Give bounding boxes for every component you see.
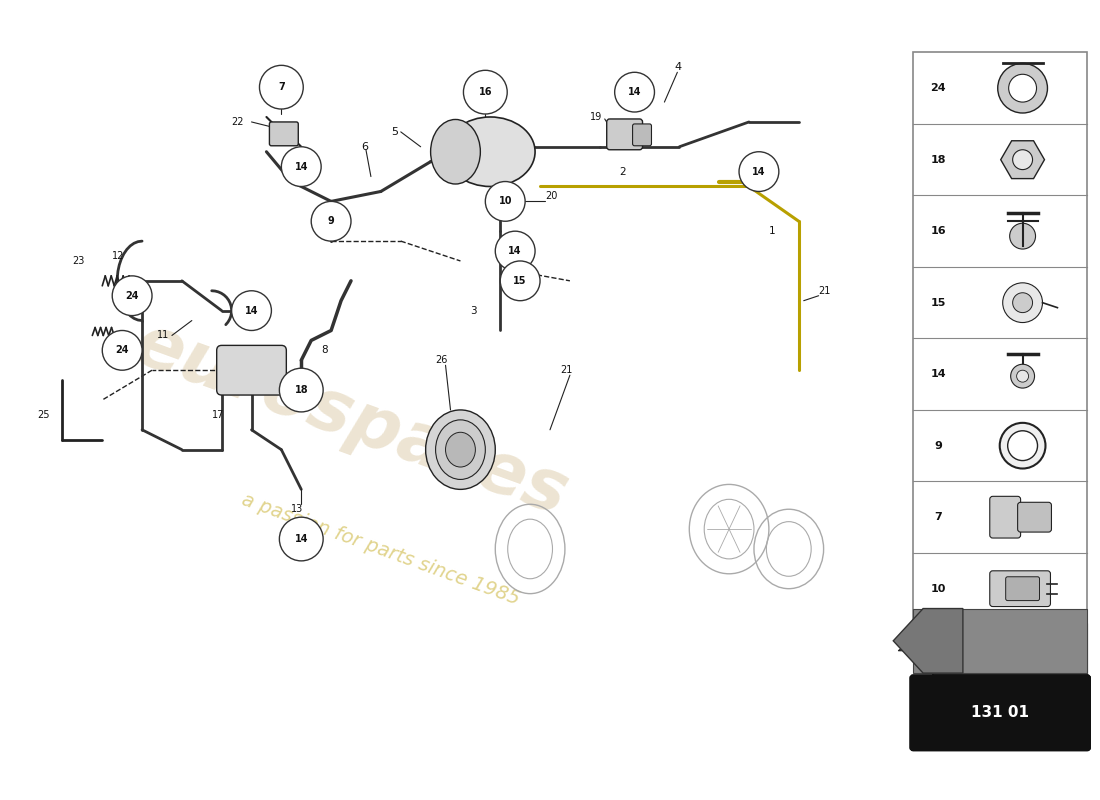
Circle shape	[1003, 283, 1043, 322]
Polygon shape	[893, 609, 962, 673]
Circle shape	[739, 152, 779, 191]
Circle shape	[232, 290, 272, 330]
Text: 14: 14	[752, 166, 766, 177]
Text: 3: 3	[471, 306, 477, 316]
Circle shape	[1009, 74, 1036, 102]
Circle shape	[112, 276, 152, 315]
FancyBboxPatch shape	[933, 623, 1087, 678]
Text: 14: 14	[931, 369, 946, 379]
Circle shape	[1000, 423, 1045, 469]
Text: 17: 17	[211, 410, 224, 420]
Circle shape	[485, 182, 525, 222]
Text: 7: 7	[278, 82, 285, 92]
Text: 11: 11	[157, 330, 169, 341]
Text: 4: 4	[674, 62, 682, 72]
Circle shape	[311, 202, 351, 241]
Text: 9: 9	[934, 441, 942, 450]
Text: 18: 18	[295, 385, 308, 395]
Circle shape	[998, 63, 1047, 113]
Text: 23: 23	[73, 256, 85, 266]
Text: 8: 8	[321, 346, 328, 355]
Text: 6: 6	[361, 142, 368, 152]
Text: 10: 10	[931, 584, 946, 594]
FancyBboxPatch shape	[217, 346, 286, 395]
Text: 14: 14	[628, 87, 641, 97]
FancyBboxPatch shape	[910, 675, 1090, 750]
Text: 21: 21	[560, 366, 572, 375]
FancyBboxPatch shape	[990, 571, 1050, 606]
Text: 24: 24	[931, 83, 946, 93]
FancyBboxPatch shape	[913, 53, 1087, 625]
Text: a passion for parts since 1985: a passion for parts since 1985	[239, 490, 522, 608]
Circle shape	[615, 72, 654, 112]
Text: 16: 16	[478, 87, 492, 97]
Text: 19: 19	[590, 112, 602, 122]
Text: 14: 14	[295, 162, 308, 172]
Text: 24: 24	[125, 290, 139, 301]
Text: 14: 14	[508, 246, 521, 256]
Circle shape	[1011, 364, 1034, 388]
Text: 1: 1	[769, 226, 776, 236]
Text: 131 01: 131 01	[971, 706, 1030, 720]
FancyBboxPatch shape	[990, 496, 1021, 538]
Text: 12: 12	[112, 251, 124, 261]
Text: 18: 18	[931, 154, 946, 165]
Circle shape	[279, 517, 323, 561]
Text: 7: 7	[934, 512, 942, 522]
FancyBboxPatch shape	[1018, 502, 1052, 532]
Circle shape	[279, 368, 323, 412]
FancyBboxPatch shape	[910, 675, 1090, 750]
Circle shape	[1013, 150, 1033, 170]
Text: 9: 9	[328, 216, 334, 226]
Text: 26: 26	[436, 355, 448, 366]
Text: eurospares: eurospares	[124, 310, 578, 530]
Text: 21: 21	[818, 286, 830, 296]
Text: 14: 14	[245, 306, 258, 316]
Circle shape	[282, 146, 321, 186]
Polygon shape	[1001, 141, 1045, 178]
Ellipse shape	[446, 117, 535, 186]
Circle shape	[1010, 223, 1035, 249]
Circle shape	[102, 330, 142, 370]
Text: 13: 13	[292, 504, 304, 514]
Circle shape	[1016, 370, 1028, 382]
Text: 15: 15	[931, 298, 946, 308]
Ellipse shape	[426, 410, 495, 490]
Text: 15: 15	[514, 276, 527, 286]
Circle shape	[495, 231, 535, 271]
Ellipse shape	[436, 420, 485, 479]
Ellipse shape	[430, 119, 481, 184]
Text: 14: 14	[295, 534, 308, 544]
Text: 20: 20	[544, 191, 558, 202]
Circle shape	[1013, 293, 1033, 313]
Circle shape	[463, 70, 507, 114]
FancyBboxPatch shape	[270, 122, 298, 146]
Text: 22: 22	[232, 117, 244, 127]
Text: 16: 16	[931, 226, 946, 236]
Circle shape	[500, 261, 540, 301]
Text: 10: 10	[498, 196, 512, 206]
FancyBboxPatch shape	[632, 124, 651, 146]
Circle shape	[260, 66, 304, 109]
Text: 24: 24	[116, 346, 129, 355]
Text: 131 01: 131 01	[971, 706, 1030, 720]
Text: 5: 5	[390, 127, 398, 137]
FancyBboxPatch shape	[607, 119, 642, 150]
Text: 25: 25	[37, 410, 51, 420]
Text: 2: 2	[619, 166, 626, 177]
FancyBboxPatch shape	[1005, 577, 1040, 601]
Circle shape	[1008, 430, 1037, 461]
Ellipse shape	[446, 432, 475, 467]
Polygon shape	[899, 623, 933, 678]
FancyBboxPatch shape	[913, 609, 1087, 673]
